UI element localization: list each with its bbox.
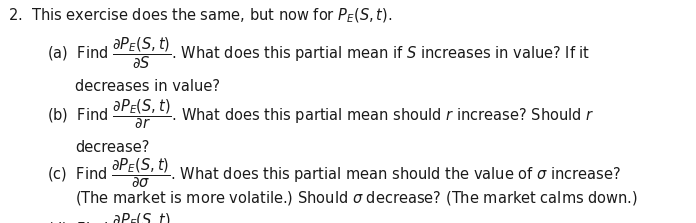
Text: (d)  Find $\dfrac{\partial P_E(S,t)}{\partial t}$.: (d) Find $\dfrac{\partial P_E(S,t)}{\par…: [47, 212, 177, 223]
Text: (b)  Find $\dfrac{\partial P_E(S,t)}{\partial r}$. What does this partial mean s: (b) Find $\dfrac{\partial P_E(S,t)}{\par…: [47, 97, 595, 130]
Text: decrease?: decrease?: [75, 140, 150, 155]
Text: (c)  Find $\dfrac{\partial P_E(S,t)}{\partial \sigma}$. What does this partial m: (c) Find $\dfrac{\partial P_E(S,t)}{\par…: [47, 156, 622, 190]
Text: decreases in value?: decreases in value?: [75, 79, 220, 95]
Text: 2.  This exercise does the same, but now for $P_E(S, t)$.: 2. This exercise does the same, but now …: [8, 6, 393, 25]
Text: (The market is more volatile.) Should $\sigma$ decrease? (The market calms down.: (The market is more volatile.) Should $\…: [75, 190, 638, 207]
Text: (a)  Find $\dfrac{\partial P_E(S,t)}{\partial S}$. What does this partial mean i: (a) Find $\dfrac{\partial P_E(S,t)}{\par…: [47, 36, 591, 71]
